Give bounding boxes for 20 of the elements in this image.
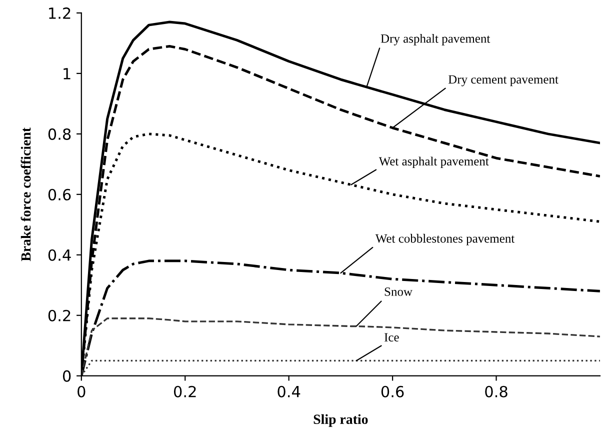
x-axis-title: Slip ratio (314, 414, 368, 427)
y-tick-label: 1 (64, 68, 70, 80)
x-tick-label: 0 (78, 386, 86, 398)
y-tick-label: 0.4 (48, 249, 71, 261)
annotation: Wet cobblestones pavement (375, 234, 515, 246)
annotation: Dry asphalt pavement (380, 34, 490, 46)
x-tick-label: 0.4 (278, 386, 300, 398)
y-tick-label: 0 (62, 370, 71, 382)
annotation: Ice (384, 333, 399, 342)
annotation: Wet asphalt pavement (378, 156, 489, 168)
annotation: Dry cement pavement (448, 75, 558, 86)
x-tick-label: 0.8 (485, 386, 508, 398)
x-tick-label: 0.6 (381, 386, 404, 398)
y-tick-label: 0.8 (48, 128, 71, 140)
y-tick-label: 0.6 (48, 188, 71, 200)
y-tick-label: 0.2 (48, 310, 70, 322)
y-tick-label: 1.2 (49, 7, 70, 19)
annotation: Snow (384, 288, 412, 296)
x-tick-label: 0.2 (174, 386, 196, 398)
y-axis-title: Brake force coefficient (20, 127, 31, 262)
